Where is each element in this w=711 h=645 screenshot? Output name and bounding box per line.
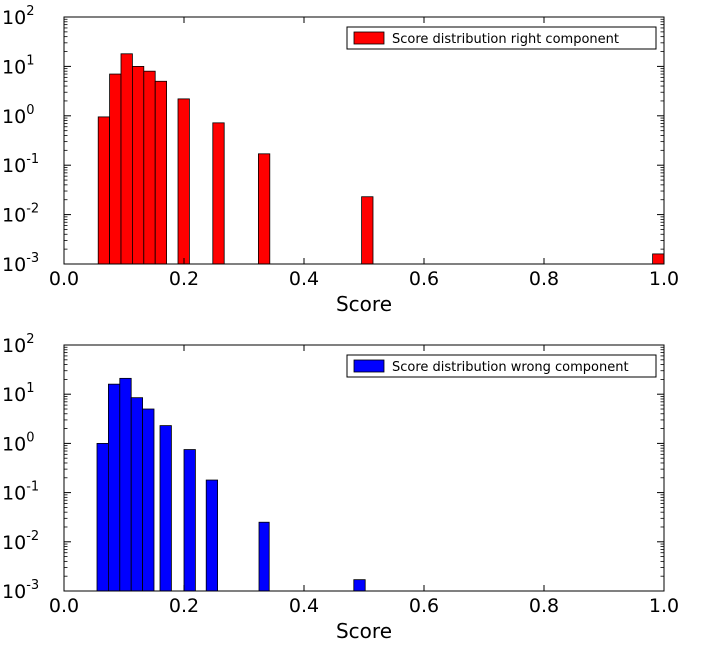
- legend-swatch: [353, 359, 385, 373]
- y-tick-label: 10-2: [2, 529, 39, 554]
- legend: Score distribution right component: [346, 26, 657, 50]
- bar: [120, 53, 133, 265]
- x-tick-label: 0.6: [409, 268, 439, 290]
- bar: [154, 80, 167, 265]
- bar: [96, 442, 109, 592]
- x-tick-label: 0.2: [169, 268, 199, 290]
- bar: [257, 153, 271, 265]
- x-tick-label: 1.0: [649, 268, 679, 290]
- y-tick-label: 10-3: [2, 578, 39, 603]
- legend-label: Score distribution right component: [392, 32, 619, 47]
- bar: [205, 479, 218, 592]
- x-tick-label: 0.0: [49, 595, 79, 617]
- x-tick-label: 0.6: [409, 595, 439, 617]
- x-tick-label: 0.0: [49, 268, 79, 290]
- bar: [353, 579, 366, 592]
- legend-label: Score distribution wrong component: [392, 360, 629, 375]
- bar: [212, 122, 225, 265]
- bar: [652, 253, 665, 265]
- y-tick-label: 10-2: [2, 202, 39, 227]
- bar: [143, 70, 156, 265]
- legend-swatch: [353, 31, 385, 45]
- bar: [177, 98, 190, 265]
- bar: [361, 196, 374, 265]
- x-tick-label: 0.4: [289, 595, 319, 617]
- y-tick-label: 10-1: [2, 480, 39, 505]
- x-tick-label: 0.8: [529, 595, 559, 617]
- bar: [142, 408, 155, 592]
- bar: [131, 66, 145, 265]
- x-axis-label: Score: [336, 292, 392, 316]
- legend-box: [346, 26, 657, 50]
- bar: [258, 521, 270, 592]
- chart-panel-1: 0.0 0.2 0.4 0.6 0.8 1.0 10-3 10-2 10-1 100 101 102 S…: [2, 4, 679, 316]
- y-tick-label: 100: [2, 430, 34, 455]
- bar: [183, 449, 196, 592]
- y-tick-label: 10-1: [2, 152, 39, 177]
- y-tick-label: 10-3: [2, 251, 39, 276]
- x-tick-label: 0.2: [169, 595, 199, 617]
- y-tick-label: 102: [2, 332, 34, 357]
- axes-frame: [63, 344, 665, 592]
- bar: [119, 377, 132, 592]
- y-tick-label: 102: [2, 4, 34, 29]
- bar: [108, 383, 121, 592]
- y-tick-label: 100: [2, 103, 34, 128]
- x-tick-label: 0.8: [529, 268, 559, 290]
- chart-panel-2: 0.0 0.2 0.4 0.6 0.8 1.0 10-3 10-2 10-1 100 101 102 S…: [2, 332, 679, 643]
- y-tick-label: 101: [2, 381, 34, 406]
- axes-frame: [63, 16, 665, 265]
- x-axis-label: Score: [336, 619, 392, 643]
- bar: [109, 73, 122, 265]
- x-tick-label: 1.0: [649, 595, 679, 617]
- x-tick-label: 0.4: [289, 268, 319, 290]
- legend: Score distribution wrong component: [346, 354, 657, 378]
- legend-box: [346, 354, 657, 378]
- y-tick-label: 101: [2, 53, 34, 78]
- bar: [130, 397, 143, 592]
- bar: [159, 425, 172, 592]
- bar: [97, 116, 110, 265]
